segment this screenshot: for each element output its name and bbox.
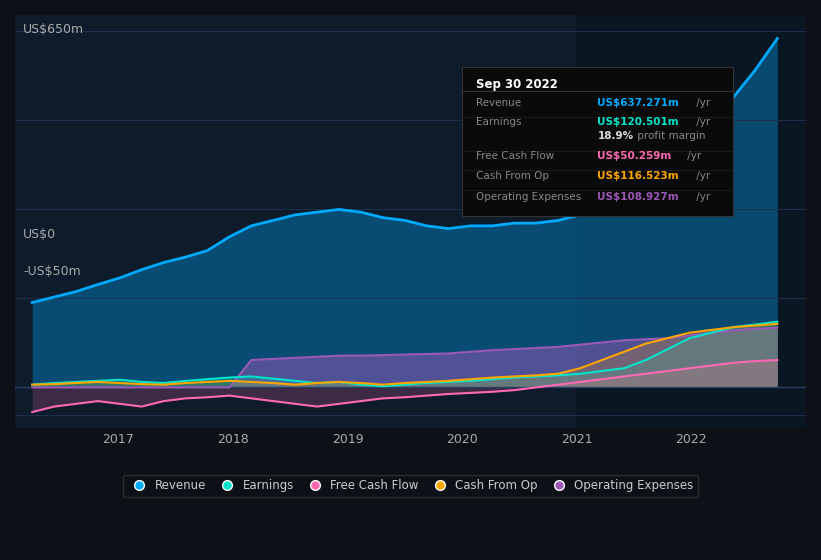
Text: Cash From Op: Cash From Op [475, 171, 548, 181]
Text: -US$50m: -US$50m [23, 265, 80, 278]
Text: /yr: /yr [693, 171, 710, 181]
Text: Earnings: Earnings [475, 117, 521, 127]
Legend: Revenue, Earnings, Free Cash Flow, Cash From Op, Operating Expenses: Revenue, Earnings, Free Cash Flow, Cash … [122, 474, 699, 497]
Bar [576, 15, 806, 428]
Text: US$50.259m: US$50.259m [598, 151, 672, 161]
Text: /yr: /yr [693, 117, 710, 127]
Text: US$120.501m: US$120.501m [598, 117, 679, 127]
Text: Sep 30 2022: Sep 30 2022 [475, 78, 557, 91]
Text: Revenue: Revenue [475, 98, 521, 108]
Text: US$108.927m: US$108.927m [598, 192, 679, 202]
Text: profit margin: profit margin [634, 132, 705, 141]
Text: Free Cash Flow: Free Cash Flow [475, 151, 554, 161]
Text: 18.9%: 18.9% [598, 132, 634, 141]
Text: /yr: /yr [693, 192, 710, 202]
Text: Operating Expenses: Operating Expenses [475, 192, 581, 202]
Text: US$116.523m: US$116.523m [598, 171, 679, 181]
Text: US$637.271m: US$637.271m [598, 98, 679, 108]
Text: US$650m: US$650m [23, 24, 84, 36]
Text: /yr: /yr [693, 98, 710, 108]
Text: /yr: /yr [684, 151, 701, 161]
Text: US$0: US$0 [23, 228, 56, 241]
